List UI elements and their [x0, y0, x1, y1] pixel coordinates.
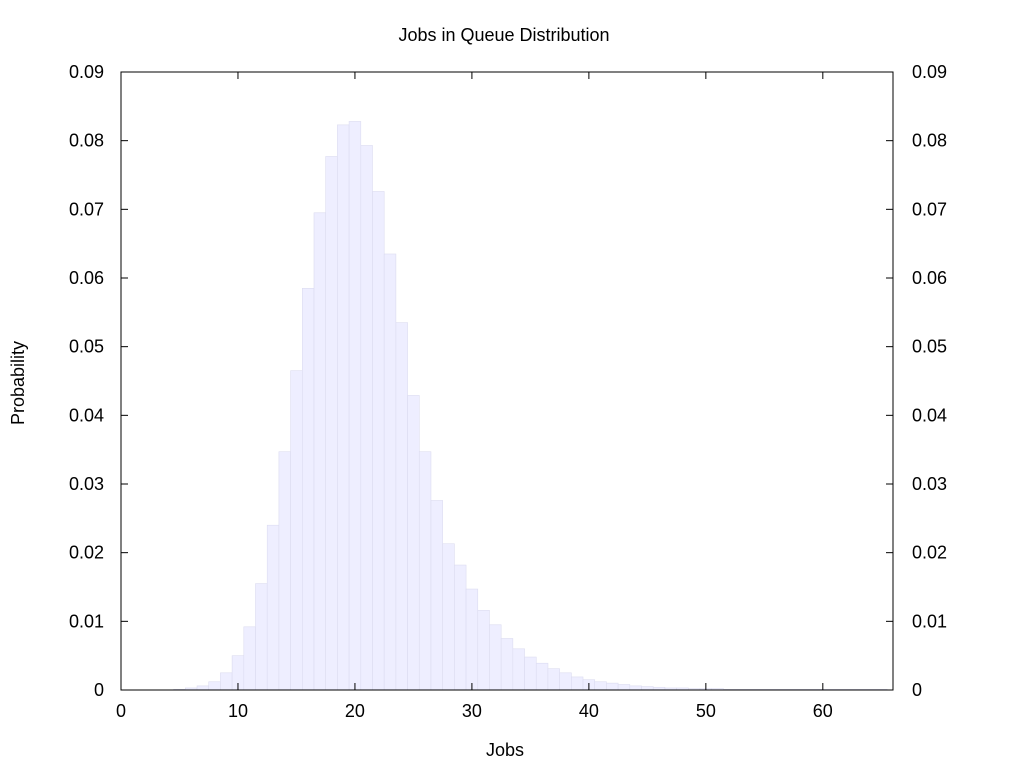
chart-title: Jobs in Queue Distribution	[398, 25, 609, 45]
histogram-bar	[512, 648, 525, 691]
histogram-bar	[278, 451, 291, 691]
histogram-bar	[383, 253, 397, 691]
histogram-bar	[594, 681, 607, 691]
histogram-bar	[325, 156, 338, 691]
y-tick-label-left: 0.09	[69, 62, 104, 82]
histogram-bar	[535, 662, 549, 691]
histogram-bar	[477, 610, 490, 691]
histogram-bar	[430, 500, 443, 691]
histogram-bar	[524, 656, 537, 691]
histogram-bar	[547, 668, 560, 691]
y-tick-label-right: 0.08	[912, 131, 947, 151]
histogram-bar	[196, 685, 210, 691]
histogram-bar	[559, 672, 572, 691]
histogram-bar	[465, 588, 479, 691]
histogram-bar	[454, 564, 467, 691]
histogram-bar	[255, 583, 268, 691]
y-tick-label-left: 0.02	[69, 543, 104, 563]
bars-layer	[173, 121, 888, 691]
x-axis-label: Jobs	[486, 740, 524, 760]
histogram-bar	[208, 681, 221, 691]
y-tick-label-right: 0	[912, 680, 922, 700]
histogram-bar	[395, 322, 408, 691]
histogram-bar	[290, 370, 303, 691]
x-tick-label: 0	[116, 701, 126, 721]
histogram-bar	[313, 212, 326, 691]
y-tick-label-right: 0.04	[912, 405, 947, 425]
histogram-bar	[418, 451, 432, 691]
histogram-bar	[337, 124, 350, 691]
histogram-bar	[617, 684, 631, 691]
histogram-bar	[348, 121, 362, 691]
y-tick-label-left: 0.04	[69, 405, 104, 425]
y-tick-label-right: 0.01	[912, 611, 947, 631]
histogram-bar	[442, 543, 455, 691]
histogram-bar	[266, 524, 280, 691]
x-tick-label: 30	[462, 701, 482, 721]
x-tick-label: 60	[813, 701, 833, 721]
y-tick-label-right: 0.09	[912, 62, 947, 82]
y-tick-label-left: 0.07	[69, 199, 104, 219]
y-tick-label-right: 0.06	[912, 268, 947, 288]
histogram-bar	[243, 626, 256, 691]
y-tick-label-right: 0.05	[912, 337, 947, 357]
histogram-bar	[571, 676, 584, 691]
x-tick-label: 40	[579, 701, 599, 721]
histogram-bar	[606, 682, 619, 691]
histogram-bar	[641, 686, 654, 691]
histogram-bar	[372, 191, 385, 691]
y-axis-label: Probability	[8, 341, 28, 425]
y-tick-label-left: 0	[94, 680, 104, 700]
y-tick-label-right: 0.03	[912, 474, 947, 494]
histogram-bar	[500, 638, 514, 691]
histogram-bar	[489, 624, 502, 691]
x-tick-label: 10	[228, 701, 248, 721]
y-tick-label-left: 0.05	[69, 337, 104, 357]
y-tick-label-left: 0.08	[69, 131, 104, 151]
histogram-bar	[360, 145, 373, 691]
y-tick-label-right: 0.07	[912, 199, 947, 219]
histogram-bar	[220, 672, 233, 691]
y-tick-label-left: 0.01	[69, 611, 104, 631]
x-tick-label: 20	[345, 701, 365, 721]
histogram-bar	[407, 395, 420, 691]
histogram-bar	[301, 287, 315, 691]
plot-frame	[120, 71, 894, 691]
y-tick-label-right: 0.02	[912, 543, 947, 563]
x-tick-label: 50	[696, 701, 716, 721]
y-tick-label-left: 0.06	[69, 268, 104, 288]
y-tick-label-left: 0.03	[69, 474, 104, 494]
histogram-bar	[629, 685, 642, 691]
axes-layer: 0 00.01 0.010.02 0.020.03 0.030.04 0.040.05 0.…	[69, 62, 947, 721]
